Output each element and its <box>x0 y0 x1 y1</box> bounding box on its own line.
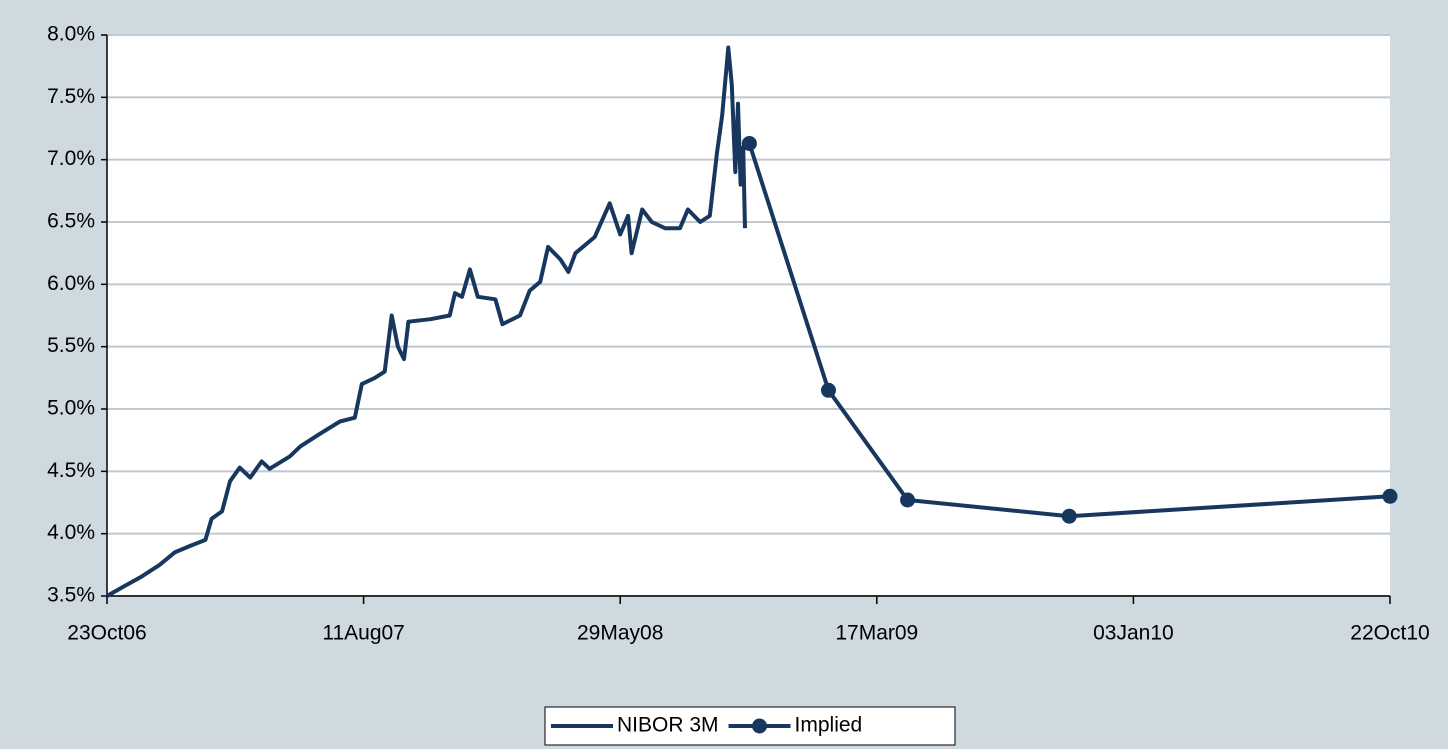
x-tick-label: 23Oct06 <box>67 622 146 645</box>
y-tick-label: 4.0% <box>47 521 95 544</box>
marker <box>1382 488 1398 504</box>
marker <box>1061 508 1077 524</box>
y-tick-label: 8.0% <box>47 23 95 46</box>
y-tick-label: 3.5% <box>47 584 95 607</box>
plot-area <box>107 35 1390 596</box>
y-tick-label: 7.5% <box>47 85 95 108</box>
marker <box>741 135 757 151</box>
y-tick-label: 6.5% <box>47 210 95 233</box>
line <box>106 45 747 598</box>
x-tick-label: 29May08 <box>577 622 663 645</box>
marker <box>820 382 836 398</box>
legend-label: NIBOR 3M <box>617 714 719 737</box>
y-tick-label: 7.0% <box>47 147 95 170</box>
marker <box>900 492 916 508</box>
x-tick-label: 03Jan10 <box>1093 622 1174 645</box>
y-tick-label: 5.0% <box>47 397 95 420</box>
y-tick-label: 5.5% <box>47 334 95 357</box>
legend-label: Implied <box>795 714 863 737</box>
x-tick-label: 11Aug07 <box>322 622 405 645</box>
y-tick-label: 6.0% <box>47 272 95 295</box>
legend-marker <box>752 718 768 734</box>
x-tick-label: 22Oct10 <box>1350 622 1429 645</box>
y-tick-label: 4.5% <box>47 459 95 482</box>
x-tick-label: 17Mar09 <box>835 622 918 645</box>
